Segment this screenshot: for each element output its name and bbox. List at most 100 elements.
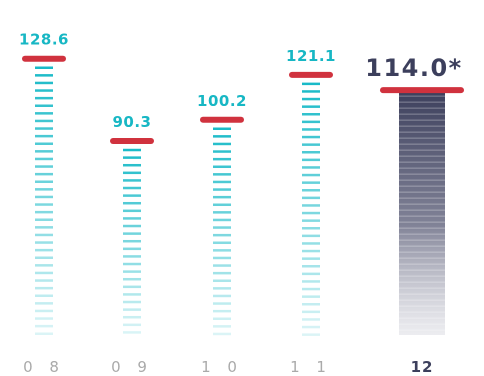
bar-dash <box>123 179 141 182</box>
bar-dash <box>213 279 231 283</box>
x-tick-label-4: 12 <box>411 358 434 376</box>
bar-dash <box>213 287 231 290</box>
x-axis-ticks: 0 8 0 9 1 0 1 1 12 <box>23 358 434 376</box>
bar-cap <box>110 138 154 145</box>
bar-dash <box>35 165 53 168</box>
bar-dash <box>123 163 141 167</box>
bar-dash <box>213 226 231 229</box>
bar-dash <box>213 317 231 321</box>
bar-dash <box>123 331 141 334</box>
bar-dash <box>302 181 320 184</box>
bar-dash <box>35 134 53 138</box>
bar-dash <box>213 173 231 176</box>
bar-dash <box>213 325 231 328</box>
bar-dash <box>123 171 141 175</box>
bar-dash <box>35 233 53 237</box>
bar-dash <box>302 196 320 200</box>
bar-dash <box>123 270 141 273</box>
bar-dash <box>302 189 320 192</box>
bar-dash <box>123 186 141 190</box>
bar-dash <box>302 287 320 291</box>
bar-cap <box>289 71 333 78</box>
bar-dash <box>302 318 320 321</box>
bar-dash <box>213 188 231 191</box>
data-label-2: 100.2 <box>197 92 247 110</box>
bar-dash <box>35 264 53 267</box>
bar-dash <box>123 194 141 197</box>
bar-dash <box>35 248 53 252</box>
bar-dash <box>35 81 53 85</box>
labels-layer: 128.6 90.3 100.2 121.1 114.0* <box>19 31 461 131</box>
bar-dash <box>302 295 320 298</box>
bar-dash <box>35 256 53 259</box>
bar-dash <box>35 210 53 214</box>
bar-dash <box>302 166 320 169</box>
bar-dash <box>213 157 231 161</box>
bar-dash <box>35 195 53 199</box>
bar-dash <box>35 142 53 145</box>
bar-dash <box>35 127 53 130</box>
bar-3 <box>289 71 333 336</box>
bar-dash <box>213 135 231 138</box>
data-label-3: 121.1 <box>286 47 336 65</box>
bar-dash <box>213 195 231 199</box>
bar-dash <box>35 324 53 328</box>
bar-dash <box>213 142 231 146</box>
bar-cap <box>22 55 66 62</box>
x-tick-label-2: 1 0 <box>201 358 243 376</box>
bar-dash <box>123 277 141 281</box>
bar-1 <box>110 138 154 334</box>
bar-body <box>399 90 445 335</box>
bar-dash <box>123 239 141 243</box>
data-label-1: 90.3 <box>112 113 151 131</box>
bar-dash <box>302 227 320 230</box>
bar-dash <box>302 143 320 146</box>
bars-layer <box>22 55 464 336</box>
bar-dash <box>123 293 141 296</box>
bar-dash <box>123 224 141 228</box>
bar-dash <box>213 249 231 252</box>
bar-dash <box>35 302 53 305</box>
bar-dash <box>213 127 231 131</box>
bar-dash <box>302 242 320 245</box>
bar-dash <box>35 317 53 320</box>
bar-dash <box>35 66 53 69</box>
bar-dash <box>302 105 320 108</box>
bar-dash <box>123 262 141 266</box>
bar-dash <box>213 309 231 313</box>
x-tick-label-1: 0 9 <box>111 358 153 376</box>
bar-dash <box>213 233 231 237</box>
bar-dash <box>123 156 141 159</box>
bar-dash <box>302 97 320 101</box>
bar-dash <box>35 309 53 313</box>
bar-dash <box>123 209 141 213</box>
bar-dash <box>302 204 320 207</box>
bar-cap <box>200 116 244 123</box>
bar-dash <box>35 294 53 297</box>
bar-dash <box>302 310 320 314</box>
bar-dash <box>302 113 320 116</box>
bar-dash <box>213 302 231 305</box>
bar-2 <box>200 116 244 336</box>
bar-dash <box>213 165 231 169</box>
bar-0 <box>22 55 66 335</box>
bar-dash <box>35 150 53 153</box>
bar-dash <box>35 218 53 221</box>
bar-dash <box>123 148 141 152</box>
bar-dash <box>213 264 231 267</box>
bar-dash <box>35 96 53 100</box>
bar-dash <box>35 279 53 282</box>
bar-dash <box>213 211 231 214</box>
bar-dash <box>213 203 231 207</box>
bar-dash <box>35 332 53 335</box>
bar-dash <box>213 271 231 275</box>
bar-dash <box>213 180 231 184</box>
x-tick-label-3: 1 1 <box>290 358 332 376</box>
bar-dash <box>302 303 320 306</box>
bar-dash <box>302 90 320 93</box>
bar-dash <box>35 74 53 77</box>
bar-dash <box>302 120 320 124</box>
bar-dash <box>302 265 320 268</box>
bar-dash <box>123 323 141 327</box>
